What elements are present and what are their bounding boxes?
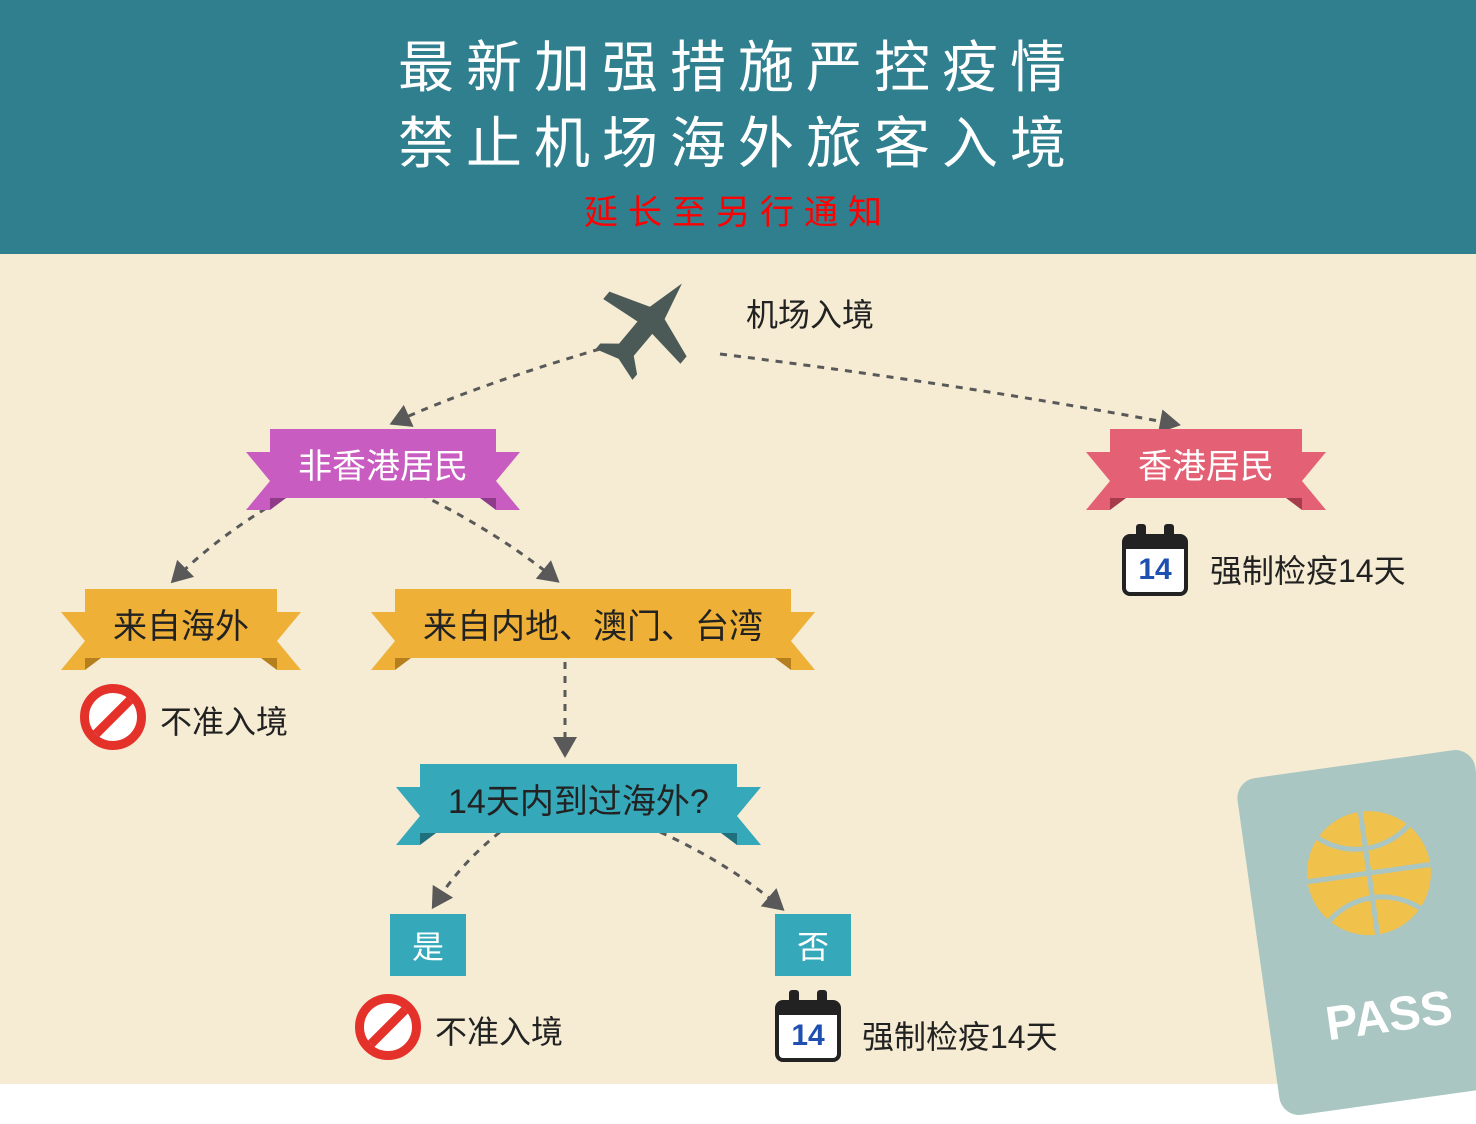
node-resident-label: 香港居民: [1138, 448, 1274, 486]
node-question-label: 14天内到过海外?: [448, 783, 709, 821]
node-non-resident-label: 非香港居民: [298, 448, 468, 486]
calendar-icon-no: 14: [775, 1000, 841, 1062]
title-line-2: 禁止机场海外旅客入境: [0, 106, 1476, 182]
node-from-mmt: 来自内地、澳门、台湾: [395, 589, 791, 658]
node-from-mmt-label: 来自内地、澳门、台湾: [423, 608, 763, 646]
node-question: 14天内到过海外?: [420, 764, 737, 833]
node-from-overseas: 来自海外: [85, 589, 277, 658]
quarantine-label-resident: 强制检疫14天: [1210, 546, 1406, 592]
subtitle: 延长至另行通知: [0, 185, 1476, 234]
calendar-icon-resident: 14: [1122, 534, 1188, 596]
title-line-1: 最新加强措施严控疫情: [0, 30, 1476, 106]
flowchart-canvas: 机场入境 非香港居民 香港居民 14 强制检疫14天 来自海外: [0, 254, 1476, 1084]
node-non-resident: 非香港居民: [270, 429, 496, 498]
prohibit-icon-2: [355, 994, 421, 1060]
header: 最新加强措施严控疫情 禁止机场海外旅客入境 延长至另行通知: [0, 0, 1476, 254]
tag-no: 否: [775, 914, 851, 976]
quarantine-label-no: 强制检疫14天: [862, 1012, 1058, 1058]
prohibit-icon-1: [80, 684, 146, 750]
deny-label-1: 不准入境: [160, 697, 288, 743]
tag-yes: 是: [390, 914, 466, 976]
node-from-overseas-label: 来自海外: [113, 608, 249, 646]
passport-icon: PASS: [1216, 724, 1476, 1124]
node-resident: 香港居民: [1110, 429, 1302, 498]
deny-label-2: 不准入境: [435, 1007, 563, 1053]
